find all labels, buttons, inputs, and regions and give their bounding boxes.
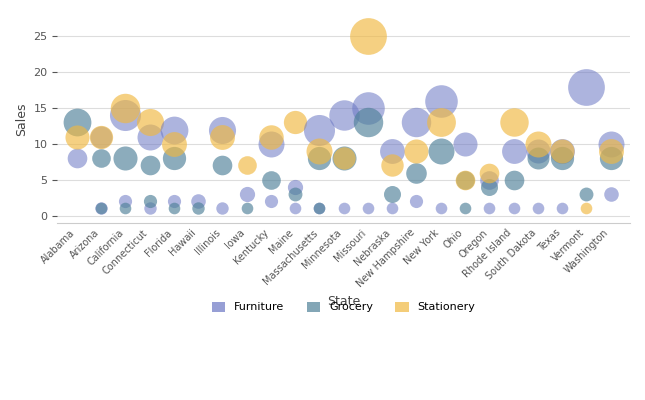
Point xyxy=(120,198,130,204)
Legend: Furniture, Grocery, Stationery: Furniture, Grocery, Stationery xyxy=(208,297,480,317)
Point xyxy=(217,134,228,140)
Point xyxy=(217,205,228,212)
Point xyxy=(508,119,519,126)
Point xyxy=(217,126,228,133)
Point xyxy=(339,155,349,162)
Point xyxy=(169,198,179,204)
Point xyxy=(120,205,130,212)
Point xyxy=(484,169,495,176)
Point xyxy=(484,205,495,212)
Point xyxy=(339,112,349,118)
Point xyxy=(557,205,567,212)
Point xyxy=(96,134,106,140)
Point xyxy=(144,119,155,126)
Point xyxy=(193,198,203,204)
X-axis label: State: State xyxy=(327,295,361,308)
Point xyxy=(606,148,616,154)
Point xyxy=(169,205,179,212)
Point xyxy=(362,105,373,111)
Point xyxy=(387,205,397,212)
Point xyxy=(290,205,301,212)
Point xyxy=(557,148,567,154)
Point xyxy=(362,205,373,212)
Point xyxy=(387,191,397,197)
Point xyxy=(557,155,567,162)
Point xyxy=(460,205,470,212)
Point xyxy=(484,176,495,183)
Point xyxy=(266,134,276,140)
Point xyxy=(339,155,349,162)
Point xyxy=(581,84,591,90)
Point xyxy=(412,169,422,176)
Point xyxy=(96,134,106,140)
Point xyxy=(581,191,591,197)
Point xyxy=(241,205,252,212)
Point xyxy=(96,155,106,162)
Point xyxy=(460,176,470,183)
Point xyxy=(169,155,179,162)
Point xyxy=(435,148,446,154)
Point xyxy=(533,148,543,154)
Point xyxy=(412,119,422,126)
Point xyxy=(362,119,373,126)
Point xyxy=(339,205,349,212)
Point xyxy=(606,155,616,162)
Point xyxy=(217,162,228,169)
Point xyxy=(120,105,130,111)
Point xyxy=(606,191,616,197)
Point xyxy=(314,205,324,212)
Point xyxy=(460,141,470,147)
Point xyxy=(362,33,373,40)
Point xyxy=(266,198,276,204)
Point xyxy=(557,148,567,154)
Point xyxy=(169,126,179,133)
Point xyxy=(241,191,252,197)
Point xyxy=(508,148,519,154)
Point xyxy=(435,205,446,212)
Point xyxy=(508,205,519,212)
Point xyxy=(266,141,276,147)
Point xyxy=(533,141,543,147)
Point xyxy=(72,119,82,126)
Point xyxy=(169,141,179,147)
Point xyxy=(72,155,82,162)
Point xyxy=(120,112,130,118)
Point xyxy=(387,148,397,154)
Point xyxy=(290,184,301,190)
Point xyxy=(266,176,276,183)
Point xyxy=(412,198,422,204)
Point xyxy=(241,162,252,169)
Point xyxy=(314,126,324,133)
Point xyxy=(533,205,543,212)
Point xyxy=(508,176,519,183)
Point xyxy=(314,205,324,212)
Point xyxy=(290,119,301,126)
Point xyxy=(144,205,155,212)
Point xyxy=(96,205,106,212)
Point xyxy=(144,162,155,169)
Point xyxy=(581,205,591,212)
Point xyxy=(193,205,203,212)
Point xyxy=(290,191,301,197)
Point xyxy=(144,134,155,140)
Point xyxy=(96,205,106,212)
Point xyxy=(144,198,155,204)
Point xyxy=(72,134,82,140)
Point xyxy=(460,176,470,183)
Point xyxy=(435,119,446,126)
Y-axis label: Sales: Sales xyxy=(15,102,28,136)
Point xyxy=(387,162,397,169)
Point xyxy=(314,155,324,162)
Point xyxy=(606,141,616,147)
Point xyxy=(120,155,130,162)
Point xyxy=(484,184,495,190)
Point xyxy=(412,148,422,154)
Point xyxy=(314,148,324,154)
Point xyxy=(533,155,543,162)
Point xyxy=(435,98,446,104)
